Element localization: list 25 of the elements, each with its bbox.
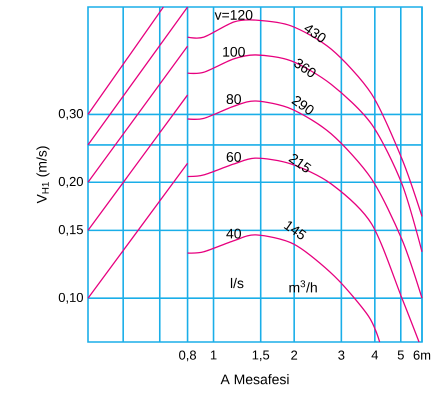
y-tick-label: 0,10 <box>58 292 83 304</box>
y-axis-title: V$_{H1}$ (m/s) <box>36 146 50 204</box>
annotation: l/s <box>230 278 244 288</box>
x-tick-label: 6m <box>414 350 430 360</box>
x-axis-title: A Mesafesi <box>220 374 289 384</box>
annotation: 430 <box>304 25 326 42</box>
annotation: 215 <box>288 154 312 172</box>
y-tick-label: 0,30 <box>58 109 83 120</box>
annotation: 360 <box>294 58 316 78</box>
y-tick-label: 0,20 <box>58 176 83 188</box>
x-tick-label: 0,8 <box>179 350 196 362</box>
series-label: 80 <box>226 94 241 104</box>
y-tick-label: 0,15 <box>58 225 83 236</box>
x-tick-label: 1 <box>210 350 217 360</box>
annotation: 145 <box>284 221 306 240</box>
x-tick-label: 1,5 <box>252 350 270 362</box>
annotation: 290 <box>291 96 314 114</box>
x-tick-label: 4 <box>372 350 378 360</box>
series-label: v=120 <box>214 10 252 20</box>
x-tick-label: 3 <box>338 350 344 360</box>
series-label: 60 <box>226 152 241 162</box>
series-label: 40 <box>226 228 241 239</box>
x-tick-label: 5 <box>398 350 404 360</box>
x-tick-label: 2 <box>291 350 298 360</box>
series-label: 100 <box>223 46 245 57</box>
